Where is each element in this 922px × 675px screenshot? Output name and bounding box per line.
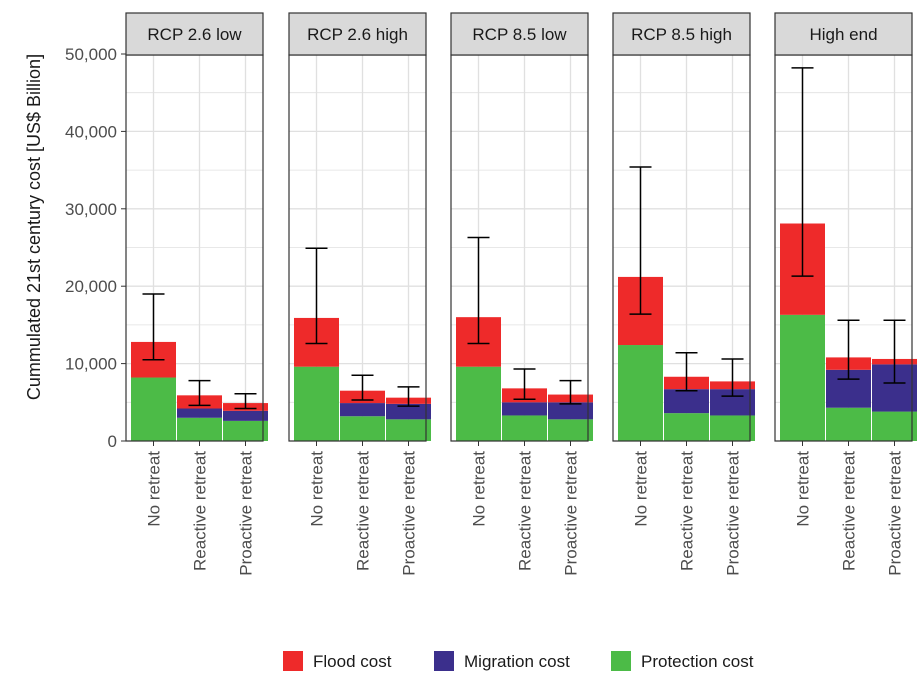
bar-segment <box>294 366 339 441</box>
bar-segment <box>223 410 268 421</box>
x-tick-label: No retreat <box>308 451 327 527</box>
facet-strip-label: RCP 2.6 high <box>307 25 408 44</box>
y-axis-title: Cummulated 21st century cost [US$ Billio… <box>24 54 44 400</box>
bar-segment <box>340 416 385 441</box>
bar-segment <box>131 377 176 441</box>
legend-key <box>611 651 631 671</box>
facet-strip <box>774 12 913 56</box>
bar-segment <box>386 403 431 420</box>
legend-item: Flood cost <box>283 651 392 671</box>
x-tick-label: Reactive retreat <box>354 451 373 571</box>
x-tick-label: Proactive retreat <box>400 451 419 576</box>
facet-panel: RCP 8.5 low No retreat Reactive retreat Pro… <box>450 12 593 576</box>
facet-strip <box>612 12 751 56</box>
bar-segment <box>456 366 501 441</box>
facet-panel: RCP 8.5 high No retreat Reactive retreat Pr… <box>612 12 755 576</box>
x-tick-label: No retreat <box>632 451 651 527</box>
bar-segment <box>710 415 755 441</box>
x-tick-label: No retreat <box>145 451 164 527</box>
y-tick-label: 0 <box>108 432 117 451</box>
bar-segment <box>664 389 709 414</box>
y-axis-title-group: Cummulated 21st century cost [US$ Billio… <box>24 54 44 400</box>
bar-segment <box>548 419 593 441</box>
facet-panels: RCP 2.6 low No retreat Reactive retreat Pro… <box>125 12 917 576</box>
bar-segment <box>548 402 593 420</box>
legend-item: Migration cost <box>434 651 570 671</box>
legend-key <box>283 651 303 671</box>
bar-segment <box>223 420 268 441</box>
facet-strip <box>288 12 427 56</box>
facet-strip-label: RCP 8.5 low <box>472 25 567 44</box>
y-tick-label: 10,000 <box>65 355 117 374</box>
facet-strip-label: RCP 8.5 high <box>631 25 732 44</box>
facet-strip-label: RCP 2.6 low <box>147 25 242 44</box>
bar-segment <box>664 413 709 441</box>
facet-panel: High end No retreat Reactive retreat Proact… <box>774 12 917 576</box>
facet-strip-label: High end <box>809 25 877 44</box>
facet-strip <box>125 12 264 56</box>
facet-panel: RCP 2.6 high No retreat Reactive retreat Pr… <box>288 12 431 576</box>
legend-item: Protection cost <box>611 651 754 671</box>
x-tick-label: Proactive retreat <box>237 451 256 576</box>
legend-key <box>434 651 454 671</box>
x-tick-label: Proactive retreat <box>562 451 581 576</box>
bar-segment <box>826 407 871 441</box>
x-tick-label: No retreat <box>470 451 489 527</box>
facet-panel: RCP 2.6 low No retreat Reactive retreat Pro… <box>125 12 268 576</box>
x-tick-label: Reactive retreat <box>191 451 210 571</box>
y-tick-label: 40,000 <box>65 122 117 141</box>
bar-segment <box>502 402 547 416</box>
bar-segment <box>177 417 222 441</box>
y-tick-label: 50,000 <box>65 45 117 64</box>
x-tick-label: Reactive retreat <box>516 451 535 571</box>
bar-segment <box>502 415 547 441</box>
y-tick-label: 30,000 <box>65 200 117 219</box>
x-tick-label: Reactive retreat <box>840 451 859 571</box>
bar-segment <box>340 403 385 417</box>
y-tick-label: 20,000 <box>65 277 117 296</box>
legend-label: Flood cost <box>313 652 392 671</box>
y-axis: 0 10,000 20,000 30,000 40,000 50,000 <box>65 45 126 451</box>
bar-segment <box>386 419 431 441</box>
bar-segment <box>872 411 917 441</box>
x-tick-label: Reactive retreat <box>678 451 697 571</box>
bar-segment <box>177 408 222 418</box>
legend: Flood cost Migration cost Protection cost <box>283 651 754 671</box>
legend-label: Protection cost <box>641 652 754 671</box>
bar-segment <box>618 345 663 441</box>
x-tick-label: No retreat <box>794 451 813 527</box>
x-tick-label: Proactive retreat <box>886 451 905 576</box>
bar-segment <box>780 314 825 441</box>
legend-label: Migration cost <box>464 652 570 671</box>
facet-strip <box>450 12 589 56</box>
x-tick-label: Proactive retreat <box>724 451 743 576</box>
